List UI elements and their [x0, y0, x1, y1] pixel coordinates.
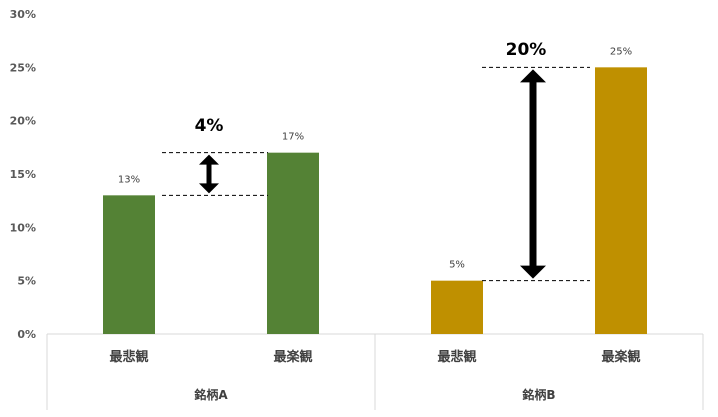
data-label: 25%: [610, 46, 632, 57]
group-label: 銘柄A: [194, 387, 228, 402]
double-arrow-icon: [520, 69, 546, 279]
y-tick-label: 25%: [10, 61, 36, 74]
category-label: 最悲観: [437, 349, 476, 365]
double-arrow-icon: [199, 154, 219, 194]
bar: [103, 195, 155, 334]
y-tick-label: 5%: [17, 275, 36, 288]
y-tick-label: 10%: [10, 221, 36, 234]
category-label: 最楽観: [601, 349, 640, 365]
y-tick-label: 0%: [17, 328, 36, 341]
data-label: 5%: [449, 260, 465, 271]
bar: [595, 67, 647, 334]
bar: [431, 280, 483, 334]
difference-label: 20%: [506, 40, 547, 60]
data-label: 17%: [282, 132, 304, 143]
category-label: 最楽観: [273, 349, 312, 365]
y-tick-label: 20%: [10, 115, 36, 128]
difference-label: 4%: [195, 116, 224, 136]
category-label: 最悲観: [109, 349, 148, 365]
y-tick-label: 30%: [10, 8, 36, 21]
bar: [267, 152, 319, 334]
y-tick-label: 15%: [10, 168, 36, 181]
data-label: 13%: [118, 174, 140, 185]
group-label: 銘柄B: [522, 387, 555, 402]
